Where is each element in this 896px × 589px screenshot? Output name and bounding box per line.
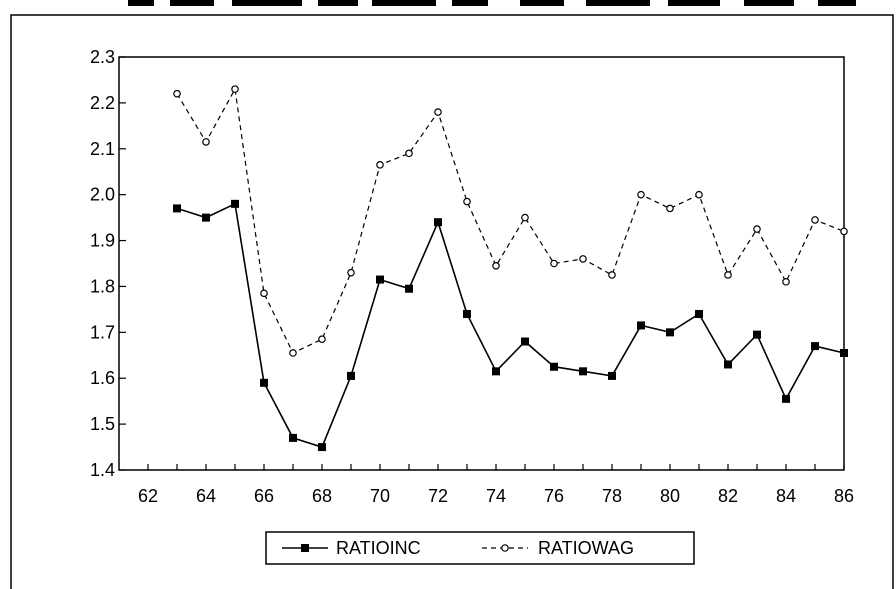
point-ratioinc xyxy=(811,342,819,351)
x-tick-label: 78 xyxy=(602,486,622,506)
point-ratiowag xyxy=(782,278,790,286)
point-ratioinc xyxy=(550,362,558,371)
legend-swatch-ratioinc-marker xyxy=(301,544,309,552)
legend-box xyxy=(265,531,695,565)
point-ratioinc xyxy=(782,394,790,403)
x-tick-label: 80 xyxy=(660,486,680,506)
point-ratioinc xyxy=(405,284,413,293)
point-ratioinc xyxy=(724,360,732,369)
point-ratiowag xyxy=(666,204,674,213)
point-ratiowag xyxy=(753,225,761,233)
point-ratiowag xyxy=(260,289,268,298)
point-ratioinc xyxy=(289,433,297,442)
point-ratiowag xyxy=(724,271,732,279)
legend: RATIOINC RATIOWAG xyxy=(265,531,695,565)
point-ratiowag xyxy=(695,190,703,199)
x-axis: 62 64 66 68 70 72 74 76 78 80 82 84 86 xyxy=(138,464,854,506)
point-ratiowag xyxy=(492,261,500,270)
point-ratioinc xyxy=(231,199,239,208)
x-tick-label: 72 xyxy=(428,486,448,506)
x-tick-label: 66 xyxy=(254,486,274,506)
point-ratiowag xyxy=(405,149,413,158)
series-line-ratioinc xyxy=(176,202,845,449)
point-ratiowag xyxy=(608,271,616,279)
point-ratiowag xyxy=(318,335,326,344)
y-tick-label: 2.1 xyxy=(90,139,115,159)
point-ratioinc xyxy=(173,204,181,213)
point-ratioinc xyxy=(521,337,529,346)
x-tick-label: 64 xyxy=(196,486,216,506)
y-tick-label: 2.3 xyxy=(90,47,115,67)
point-ratioinc xyxy=(260,378,268,387)
x-tick-label: 84 xyxy=(776,486,796,506)
point-ratiowag xyxy=(637,190,645,199)
point-ratioinc xyxy=(463,309,471,318)
x-tick-label: 76 xyxy=(544,486,564,506)
point-ratiowag xyxy=(289,349,297,357)
cropped-title-fragments xyxy=(128,0,856,6)
point-ratioinc xyxy=(202,213,210,222)
y-tick-label: 1.6 xyxy=(90,368,115,388)
y-tick-label: 1.8 xyxy=(90,276,115,296)
point-ratioinc xyxy=(376,275,384,284)
point-ratioinc xyxy=(434,218,442,227)
point-ratiowag xyxy=(811,216,819,224)
point-ratiowag xyxy=(347,268,355,277)
series-line-ratiowag xyxy=(176,87,845,354)
x-tick-label: 82 xyxy=(718,486,738,506)
legend-label-ratiowag: RATIOWAG xyxy=(538,538,634,558)
legend-swatch-ratiowag-marker xyxy=(501,544,509,552)
y-tick-label: 1.5 xyxy=(90,414,115,434)
y-axis: 1.4 1.5 1.6 1.7 1.8 1.9 2.0 2.1 2.2 2.3 xyxy=(90,47,126,480)
point-ratiowag xyxy=(173,89,181,98)
point-ratioinc xyxy=(637,321,645,330)
point-ratioinc xyxy=(347,371,355,380)
point-ratiowag xyxy=(434,108,442,116)
y-tick-label: 2.2 xyxy=(90,93,115,113)
legend-label-ratioinc: RATIOINC xyxy=(336,538,421,558)
point-ratiowag xyxy=(202,138,210,146)
point-ratioinc xyxy=(579,367,587,376)
point-ratiowag xyxy=(376,161,384,169)
point-ratiowag xyxy=(579,255,587,263)
x-tick-label: 70 xyxy=(370,486,390,506)
y-tick-label: 2.0 xyxy=(90,185,115,205)
x-tick-label: 68 xyxy=(312,486,332,506)
point-ratioinc xyxy=(608,371,616,380)
point-ratioinc xyxy=(318,443,326,452)
x-tick-label: 62 xyxy=(138,486,158,506)
point-ratioinc xyxy=(492,367,500,376)
point-ratiowag xyxy=(463,197,471,206)
point-ratiowag xyxy=(550,259,558,268)
x-tick-label: 86 xyxy=(834,486,854,506)
point-ratioinc xyxy=(666,328,674,337)
point-ratioinc xyxy=(695,309,703,318)
y-tick-label: 1.7 xyxy=(90,322,115,342)
point-ratiowag xyxy=(521,213,529,222)
point-ratioinc xyxy=(840,348,848,357)
cropped-title-strip xyxy=(0,0,896,8)
point-ratiowag xyxy=(840,227,848,236)
outer-frame xyxy=(10,14,894,589)
y-tick-label: 1.9 xyxy=(90,231,115,251)
point-ratioinc xyxy=(753,330,761,339)
point-ratiowag xyxy=(231,85,239,93)
y-tick-label: 1.4 xyxy=(90,460,115,480)
x-tick-label: 74 xyxy=(486,486,506,506)
series-layer xyxy=(173,85,848,452)
